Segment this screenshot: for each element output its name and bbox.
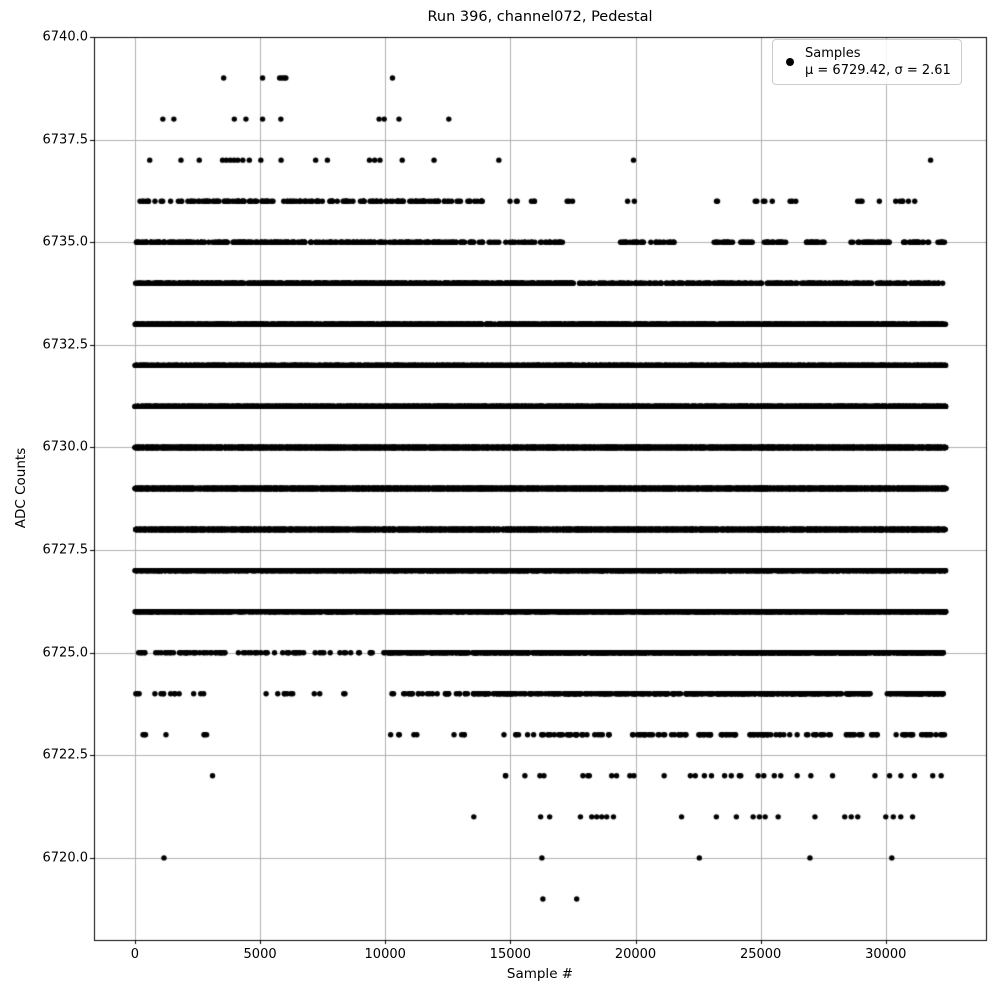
legend-text: Samples μ = 6729.42, σ = 2.61 <box>805 45 951 79</box>
y-tick-label: 6732.5 <box>42 337 89 353</box>
legend-label-samples: Samples <box>805 46 861 61</box>
legend: Samples μ = 6729.42, σ = 2.61 <box>772 39 962 85</box>
x-tick-label: 20000 <box>614 947 657 962</box>
x-axis-label: Sample # <box>506 966 574 982</box>
legend-label-stats: μ = 6729.42, σ = 2.61 <box>805 63 951 78</box>
x-tick-label: 25000 <box>739 947 782 962</box>
y-tick-label: 6740.0 <box>42 29 89 45</box>
y-tick-label: 6725.0 <box>42 645 89 661</box>
chart-title: Run 396, channel072, Pedestal <box>427 9 653 25</box>
y-tick-label: 6737.5 <box>42 132 89 148</box>
y-tick-label: 6735.0 <box>42 234 89 250</box>
y-tick-label: 6730.0 <box>42 439 89 455</box>
samples-marker-icon <box>786 58 794 66</box>
x-tick-label: 30000 <box>865 947 907 962</box>
y-axis-label: ADC Counts <box>13 447 29 529</box>
x-tick-label: 15000 <box>489 947 532 962</box>
y-tick-label: 6722.5 <box>42 747 89 763</box>
x-tick-label: 5000 <box>243 947 277 962</box>
x-tick-label: 0 <box>130 947 140 962</box>
x-tick-label: 10000 <box>364 947 406 962</box>
y-tick-label: 6727.5 <box>42 542 89 558</box>
y-tick-label: 6720.0 <box>42 850 89 866</box>
